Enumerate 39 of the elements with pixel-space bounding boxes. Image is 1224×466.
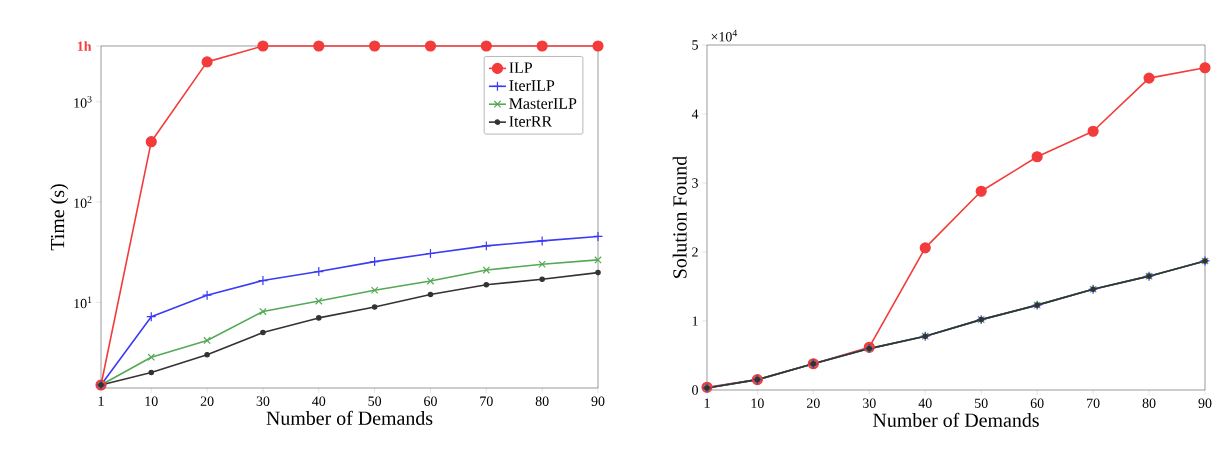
x-axis-title: Number of Demands [266,410,433,425]
y-tick-label: 0 [692,385,698,395]
y-tick-label: 2 [692,247,698,257]
x-tick-label: 70 [1087,398,1100,408]
x-tick-label: 50 [975,398,988,408]
x-tick-label: 80 [535,396,549,406]
y-tick-label: 5 [692,40,698,50]
y-tick-label: 10$^{1}$ [74,296,92,309]
x-tick-label: 30 [256,396,270,406]
y-axis-title: Solution Found [672,156,687,278]
x-tick-label: 30 [862,398,876,408]
x-tick-label: 60 [424,396,437,406]
x-tick-label: 1 [98,396,104,406]
x-tick-label: 90 [1198,398,1212,408]
x-tick-label: 20 [806,398,820,408]
y-tick-label: 1 [692,316,698,326]
x-tick-label: 80 [1142,398,1156,408]
text: 1h [77,41,92,51]
text: ×10$^{4}$ [711,29,738,42]
x-tick-label: 70 [480,396,493,406]
x-tick-label: 50 [368,396,382,406]
x-tick-label: 40 [918,398,932,408]
y-tick-label: 4 [691,109,699,119]
x-axis-title: Number of Demands [873,412,1039,427]
x-tick-label: 10 [751,398,764,408]
legend-label: IterRR [509,116,553,127]
legend-label: IterILP [509,80,555,91]
x-tick-label: 60 [1030,398,1044,408]
y-tick-label: 3 [692,178,698,188]
y-tick-label: 10$^{3}$ [74,95,92,108]
x-tick-label: 40 [312,396,326,406]
x-tick-label: 10 [145,396,158,406]
x-tick-label: 1 [704,398,710,408]
y-tick-label: 10$^{2}$ [74,196,92,208]
x-tick-label: 90 [591,396,605,406]
y-axis-title: Time (s) [50,184,69,251]
legend-label: MasterILP [509,98,577,109]
legend-label: ILP [509,62,533,73]
x-tick-label: 20 [200,396,214,406]
